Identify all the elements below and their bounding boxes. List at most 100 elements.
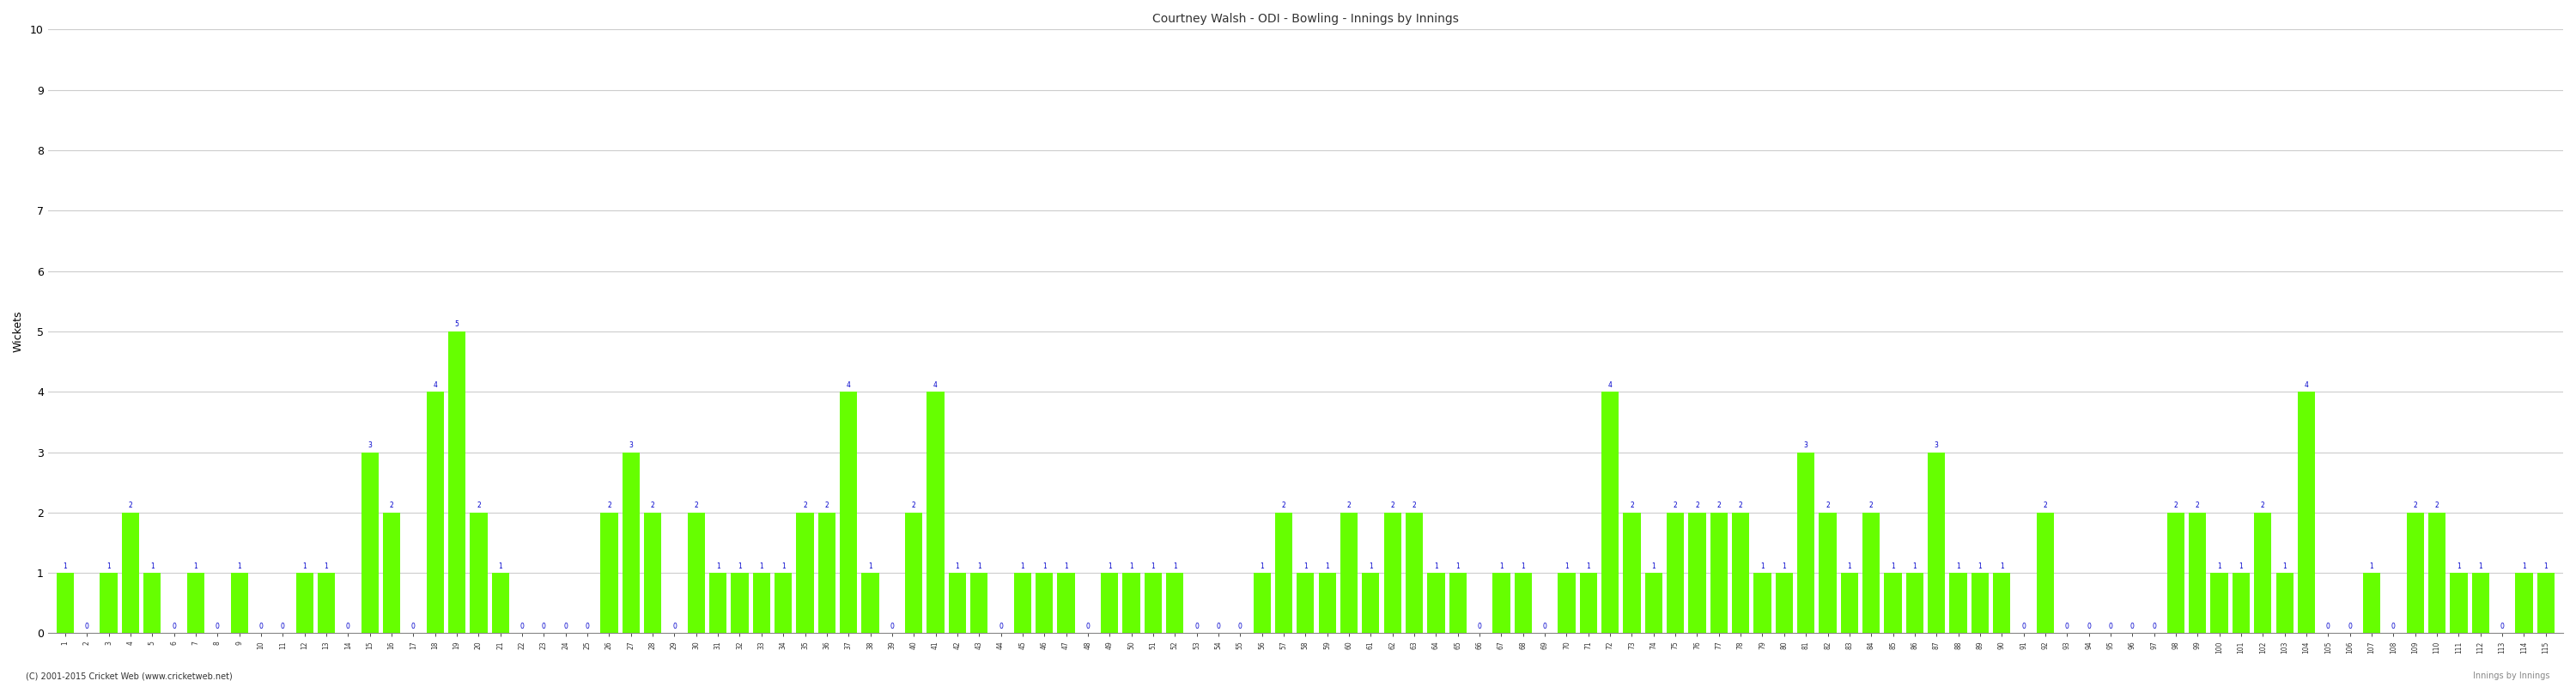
Text: 3: 3 xyxy=(368,442,371,449)
Bar xyxy=(188,573,204,633)
Text: 2: 2 xyxy=(824,502,829,510)
Y-axis label: Wickets: Wickets xyxy=(13,311,23,352)
Text: 1: 1 xyxy=(1847,562,1852,570)
Text: 0: 0 xyxy=(281,622,286,630)
Text: 1: 1 xyxy=(976,562,981,570)
Bar xyxy=(1015,573,1030,633)
Bar xyxy=(927,392,945,633)
Bar xyxy=(1798,452,1814,633)
Bar xyxy=(428,392,443,633)
Text: 0: 0 xyxy=(999,622,1002,630)
Text: 4: 4 xyxy=(933,381,938,389)
Text: 3: 3 xyxy=(1935,442,1940,449)
Text: 1: 1 xyxy=(2478,562,2483,570)
Text: 1: 1 xyxy=(737,562,742,570)
Bar xyxy=(2190,513,2205,633)
Text: 1: 1 xyxy=(1891,562,1896,570)
Text: 1: 1 xyxy=(868,562,873,570)
Text: 1: 1 xyxy=(325,562,327,570)
Text: 1: 1 xyxy=(1955,562,1960,570)
Bar xyxy=(1036,573,1054,633)
Text: 0: 0 xyxy=(2347,622,2352,630)
Bar xyxy=(2298,392,2316,633)
Text: 4: 4 xyxy=(2306,381,2308,389)
Text: 1: 1 xyxy=(1911,562,1917,570)
Bar xyxy=(2233,573,2249,633)
Bar xyxy=(1100,573,1118,633)
Bar xyxy=(2362,573,2380,633)
Text: 2: 2 xyxy=(693,502,698,510)
Bar xyxy=(840,392,858,633)
Text: 2: 2 xyxy=(2043,502,2048,510)
Bar xyxy=(2277,573,2293,633)
Text: 1: 1 xyxy=(237,562,242,570)
Text: 2: 2 xyxy=(1870,502,1873,510)
Text: 2: 2 xyxy=(1826,502,1829,510)
Text: 2: 2 xyxy=(1631,502,1633,510)
Text: 0: 0 xyxy=(1195,622,1198,630)
Text: 1: 1 xyxy=(1368,562,1373,570)
Bar xyxy=(948,573,966,633)
Bar xyxy=(1950,573,1968,633)
Bar xyxy=(644,513,662,633)
Text: 1: 1 xyxy=(1303,562,1309,570)
Bar xyxy=(623,452,639,633)
Bar xyxy=(752,573,770,633)
Text: 5: 5 xyxy=(456,321,459,328)
Text: 2: 2 xyxy=(1412,502,1417,510)
Text: 0: 0 xyxy=(412,622,415,630)
Bar xyxy=(1427,573,1445,633)
Text: 0: 0 xyxy=(260,622,263,630)
Text: 1: 1 xyxy=(2239,562,2244,570)
Text: 2: 2 xyxy=(1391,502,1394,510)
Text: 0: 0 xyxy=(1543,622,1548,630)
Text: 1: 1 xyxy=(1151,562,1154,570)
Bar xyxy=(904,513,922,633)
Text: 1: 1 xyxy=(106,562,111,570)
Text: 2: 2 xyxy=(129,502,131,510)
Bar xyxy=(1883,573,1901,633)
Bar xyxy=(1994,573,2009,633)
Text: 1: 1 xyxy=(1587,562,1589,570)
Bar xyxy=(1340,513,1358,633)
Text: 2: 2 xyxy=(1739,502,1744,510)
Text: 1: 1 xyxy=(1759,562,1765,570)
Bar xyxy=(121,513,139,633)
Text: 3: 3 xyxy=(1803,442,1808,449)
Text: 1: 1 xyxy=(956,562,958,570)
Text: 1: 1 xyxy=(2522,562,2527,570)
Text: 0: 0 xyxy=(85,622,90,630)
Text: 2: 2 xyxy=(652,502,654,510)
Bar xyxy=(2210,573,2228,633)
Bar xyxy=(1579,573,1597,633)
Text: 1: 1 xyxy=(1783,562,1785,570)
Bar xyxy=(492,573,510,633)
Text: 4: 4 xyxy=(433,381,438,389)
Bar xyxy=(1450,573,1466,633)
Bar xyxy=(2514,573,2532,633)
Text: 1: 1 xyxy=(2370,562,2372,570)
Text: 0: 0 xyxy=(173,622,175,630)
Text: 0: 0 xyxy=(2107,622,2112,630)
Text: 0: 0 xyxy=(541,622,546,630)
Bar xyxy=(384,513,399,633)
Bar xyxy=(708,573,726,633)
Text: 1: 1 xyxy=(1499,562,1504,570)
Text: 0: 0 xyxy=(672,622,677,630)
Text: 2: 2 xyxy=(2414,502,2416,510)
Bar xyxy=(1492,573,1510,633)
Text: 0: 0 xyxy=(2130,622,2136,630)
Bar xyxy=(1710,513,1728,633)
Text: 1: 1 xyxy=(1651,562,1656,570)
Text: 1: 1 xyxy=(1108,562,1113,570)
Bar xyxy=(317,573,335,633)
Text: 1: 1 xyxy=(1260,562,1265,570)
Text: 1: 1 xyxy=(716,562,721,570)
Bar xyxy=(448,331,466,633)
Text: 0: 0 xyxy=(564,622,567,630)
Text: 2: 2 xyxy=(1674,502,1677,510)
Text: 0: 0 xyxy=(2151,622,2156,630)
Bar xyxy=(1862,513,1880,633)
Text: 0: 0 xyxy=(2391,622,2396,630)
Text: 1: 1 xyxy=(497,562,502,570)
